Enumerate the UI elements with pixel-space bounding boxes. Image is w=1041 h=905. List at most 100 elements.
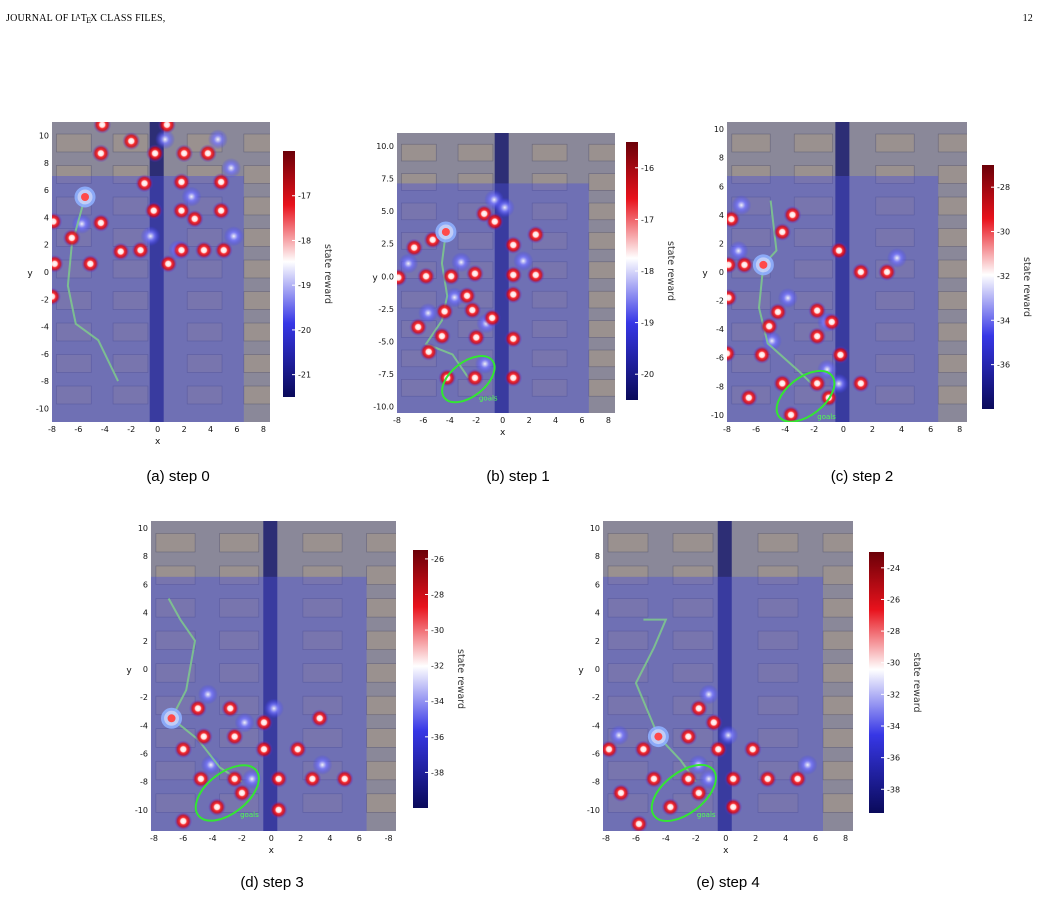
y-tick-label: -4: [140, 721, 148, 730]
reward-point: [159, 254, 178, 273]
building-block: [607, 695, 649, 716]
reward-point: [198, 144, 217, 163]
building-block: [672, 598, 714, 618]
reward-point: [504, 236, 523, 254]
reward-point: [661, 798, 680, 817]
y-axis-label: y: [372, 273, 378, 283]
x-tick-label: -4: [662, 834, 670, 843]
building-block: [822, 630, 853, 650]
trajectory-path: [634, 618, 697, 783]
reward-point: [214, 241, 233, 260]
building-block: [531, 143, 568, 162]
building-block: [531, 202, 568, 221]
reward-point: [768, 303, 787, 321]
x-axis-label: x: [723, 846, 729, 856]
y-tick-label: 10.0: [376, 142, 394, 151]
goal-label: goals: [697, 811, 716, 819]
reward-point: [830, 241, 848, 260]
reward-point: [432, 327, 451, 346]
reward-point: [62, 228, 81, 247]
low-reward-spot: [761, 330, 782, 351]
trajectory-path: [167, 598, 243, 783]
building-block: [243, 259, 270, 279]
reward-point: [172, 173, 191, 191]
building-block: [793, 165, 833, 184]
building-block: [243, 196, 270, 216]
reward-point: [146, 144, 165, 163]
building-block: [155, 533, 196, 553]
x-tick-label: -4: [209, 834, 217, 843]
y-tick-label: -2: [140, 693, 148, 702]
building-block: [366, 565, 396, 585]
building-block: [302, 598, 343, 618]
building-block: [302, 663, 343, 683]
x-tick-label: 8: [261, 425, 266, 434]
low-reward-spot: [263, 698, 284, 719]
reward-point: [679, 727, 698, 746]
building-block: [588, 379, 615, 397]
reward-overlay: [603, 576, 823, 831]
reward-point: [644, 769, 663, 788]
building-block: [243, 291, 270, 310]
y-tick-label: -8: [140, 778, 148, 787]
goal-ellipse: [775, 369, 836, 422]
reward-point: [405, 238, 424, 257]
goal-label: goals: [479, 394, 498, 402]
colorbar-tick-label: -17: [641, 215, 654, 224]
colorbar: [626, 142, 638, 400]
colorbar-tick-label: -36: [997, 361, 1010, 370]
reward-point: [52, 287, 61, 306]
y-axis-label: y: [578, 666, 584, 676]
building-block: [757, 793, 799, 813]
colorbar-tick-label: -28: [997, 183, 1010, 192]
x-tick-label: 8: [957, 425, 962, 434]
goal-ellipse: [441, 355, 496, 404]
colorbar-tick-label: -16: [641, 164, 654, 173]
building-block: [401, 143, 437, 162]
building-block: [937, 228, 967, 247]
reward-point: [634, 740, 653, 759]
x-tick-label: -2: [810, 425, 818, 434]
colorbar-tick-label: -30: [887, 659, 900, 668]
y-tick-label: 0: [719, 268, 724, 277]
page-number: 12: [1022, 13, 1033, 24]
building-block: [366, 760, 396, 781]
building-block: [731, 165, 771, 184]
reward-point: [465, 368, 484, 387]
building-block: [457, 232, 494, 250]
x-tick-label: -8: [393, 416, 401, 425]
reward-point: [467, 328, 486, 347]
colorbar-tick-label: -18: [298, 236, 311, 245]
y-tick-label: 10: [39, 132, 49, 141]
low-reward-spot: [155, 129, 176, 150]
building-block: [875, 354, 915, 373]
building-block: [937, 322, 967, 342]
building-block: [672, 565, 714, 585]
reward-point: [483, 308, 502, 327]
y-tick-label: 0: [595, 665, 600, 674]
colorbar-tick-label: -28: [431, 590, 444, 599]
building-block: [793, 259, 833, 279]
reward-point: [603, 740, 618, 759]
colorbar-tick-label: -18: [641, 267, 654, 276]
reward-point: [727, 255, 738, 274]
low-reward-spot: [698, 768, 719, 789]
x-tick-label: 0: [269, 834, 274, 843]
reward-point: [135, 174, 154, 193]
building-block: [457, 173, 494, 191]
reward-point: [335, 769, 354, 788]
low-reward-spot: [223, 226, 244, 247]
building-block: [531, 349, 568, 368]
reward-point: [174, 740, 193, 759]
building-block: [56, 165, 92, 184]
building-block: [875, 228, 915, 247]
building-block: [219, 598, 260, 618]
building-block: [731, 133, 771, 153]
building-block: [607, 630, 649, 650]
x-tick-label: 4: [783, 834, 788, 843]
reward-point: [788, 769, 807, 788]
building-block: [112, 385, 149, 405]
building-block: [793, 133, 833, 153]
building-block: [219, 565, 260, 585]
low-reward-spot: [887, 248, 907, 268]
